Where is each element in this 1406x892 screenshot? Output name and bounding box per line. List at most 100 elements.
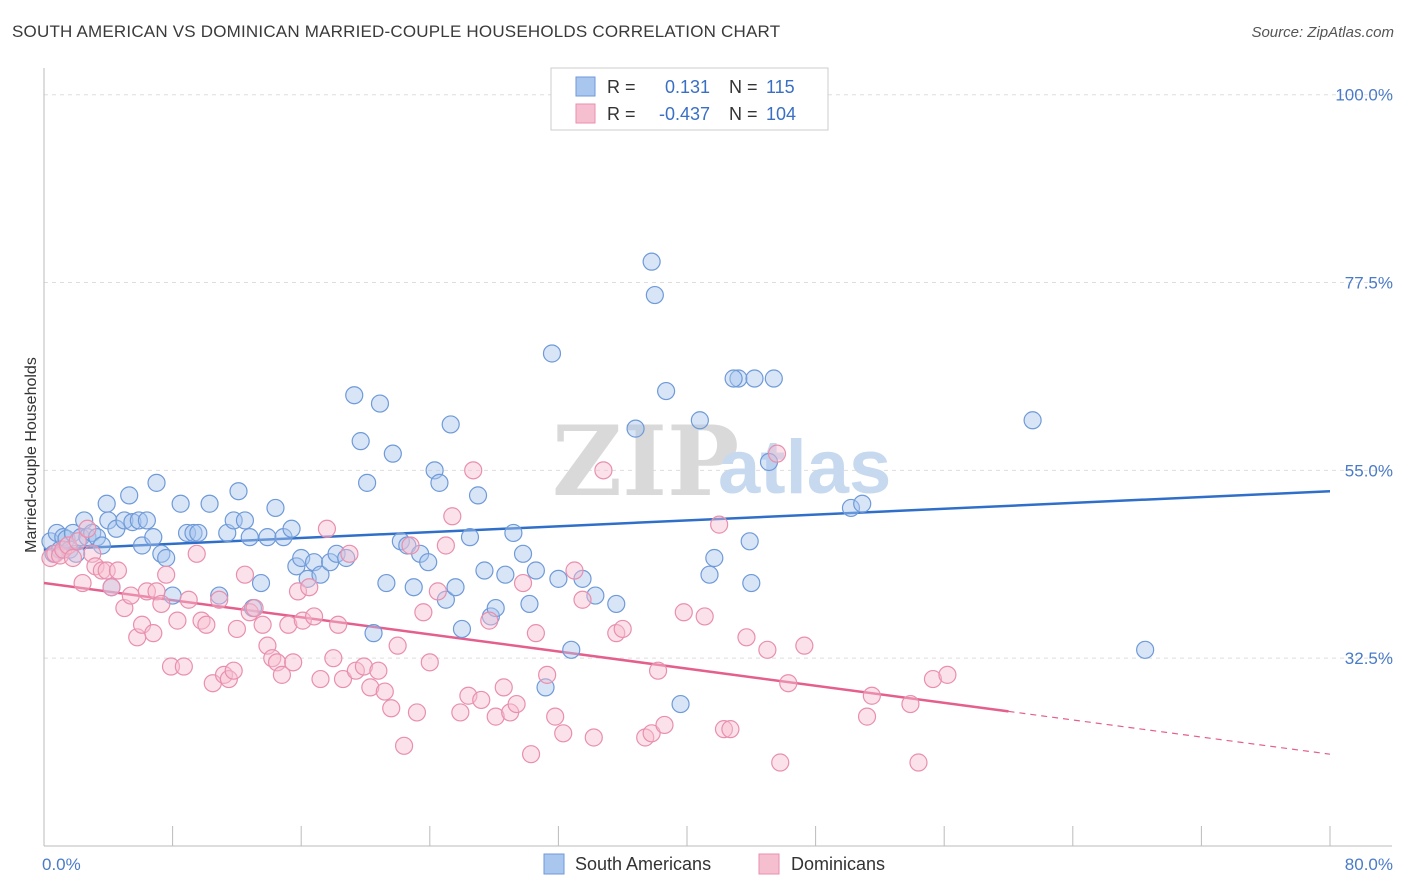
south-american-point-106	[853, 494, 872, 513]
dominican-point-102	[737, 628, 756, 647]
dominican-point-30	[197, 615, 216, 634]
south-american-point-47	[287, 557, 306, 576]
south-american-point-38	[229, 482, 248, 501]
south-american-point-68	[430, 473, 449, 492]
dominican-point-59	[361, 678, 380, 697]
south-american-point-93	[657, 381, 676, 401]
south-american-point-15	[97, 494, 116, 513]
south-american-point-75	[475, 561, 494, 580]
dominican-point-44	[272, 665, 292, 684]
south-american-point-99	[724, 369, 743, 388]
dominican-point-99	[714, 720, 734, 739]
source-label: Source: ZipAtlas.com	[1251, 24, 1394, 41]
south-american-point-56	[351, 432, 370, 451]
data-points	[41, 252, 1155, 772]
y-tick-label-0: 32.5%	[1345, 649, 1393, 668]
dominican-point-113	[938, 665, 957, 684]
dominican-point-77	[486, 707, 505, 726]
dominican-point-23	[157, 565, 176, 584]
south-american-point-46	[282, 519, 301, 538]
dominican-point-19	[137, 582, 156, 601]
dominican-point-85	[546, 707, 565, 726]
dominican-point-68	[420, 653, 439, 672]
legend-swatch-pink	[575, 103, 596, 124]
dominican-point-49	[300, 578, 319, 597]
dominican-point-63	[388, 636, 407, 655]
dominican-point-66	[407, 703, 427, 722]
axes	[43, 68, 1392, 847]
dominican-point-108	[857, 707, 877, 726]
south-american-point-39	[235, 511, 255, 530]
south-american-point-98	[729, 369, 748, 388]
south-american-point-71	[446, 578, 465, 597]
dominican-point-5	[63, 548, 83, 568]
legend-dominicans-label: Dominicans	[791, 854, 885, 874]
south-american-point-104	[764, 369, 783, 388]
dominican-point-112	[923, 669, 943, 689]
watermark-zip: ZIP	[552, 405, 739, 518]
y-tick-labels: 32.5% 55.0% 77.5% 100.0%	[1335, 86, 1393, 668]
dominican-point-90	[594, 461, 613, 480]
x-tick-label-0: 0.0%	[42, 855, 81, 874]
dominican-point-36	[227, 619, 246, 639]
south-american-point-85	[549, 569, 568, 588]
dominican-point-109	[862, 686, 881, 705]
legend-n-label-2: N =	[729, 104, 758, 124]
south-american-point-92	[645, 285, 664, 305]
dominican-point-81	[513, 573, 533, 593]
dominican-point-71	[443, 507, 462, 526]
legend-r-label-2: R =	[607, 104, 636, 124]
dominican-point-83	[526, 624, 545, 643]
legend-r-value-1: 0.131	[665, 77, 710, 97]
south-american-point-60	[377, 573, 396, 593]
dominican-point-69	[428, 582, 447, 601]
dominican-point-87	[565, 561, 584, 580]
south-american-point-95	[690, 411, 709, 430]
y-axis-label: Married-couple Households	[23, 357, 40, 553]
south-american-point-74	[468, 486, 488, 505]
dominican-point-89	[584, 728, 603, 747]
dominican-point-106	[779, 674, 798, 693]
south-american-point-80	[513, 544, 533, 563]
dominican-point-98	[695, 607, 714, 626]
dominican-point-78	[494, 678, 513, 697]
dominican-point-13	[102, 578, 121, 597]
series-legend: South Americans Dominicans	[543, 853, 885, 875]
south-american-point-24	[137, 511, 156, 530]
south-american-point-28	[157, 548, 176, 568]
dominican-point-53	[324, 649, 343, 668]
correlation-legend: R = 0.131 N = 115 R = -0.437 N = 104	[550, 67, 829, 131]
dominican-point-37	[235, 565, 255, 584]
dominican-point-94	[642, 724, 661, 743]
south-american-point-34	[200, 494, 219, 513]
dominican-point-103	[758, 640, 777, 659]
south-american-point-81	[520, 594, 539, 614]
south-american-point-57	[358, 473, 377, 492]
dominican-point-35	[224, 661, 243, 680]
dominican-trend-extension	[1008, 710, 1331, 755]
dominican-point-56	[340, 544, 359, 563]
south-american-point-66	[419, 553, 438, 572]
south-american-point-58	[364, 624, 383, 643]
south-american-point-42	[251, 573, 271, 593]
legend-dominicans-swatch	[758, 853, 780, 875]
legend-south-americans-swatch	[543, 853, 565, 875]
south-american-point-21	[123, 513, 142, 532]
dominican-point-110	[901, 694, 920, 714]
south-american-point-51	[311, 565, 330, 584]
dominican-point-47	[288, 582, 308, 601]
dominican-point-55	[333, 669, 353, 689]
dominican-point-84	[538, 665, 557, 684]
dominican-point-26	[174, 657, 193, 676]
dominican-point-54	[329, 615, 348, 634]
south-american-point-78	[496, 565, 515, 584]
legend-r-value-2: -0.437	[659, 104, 710, 124]
dominican-point-65	[401, 536, 420, 555]
dominican-trend-line	[43, 581, 1009, 713]
south-american-point-108	[1136, 640, 1155, 659]
dominican-point-60	[369, 661, 388, 680]
south-american-point-43	[258, 528, 277, 547]
dominican-point-25	[168, 611, 187, 630]
south-american-point-70	[441, 415, 460, 434]
